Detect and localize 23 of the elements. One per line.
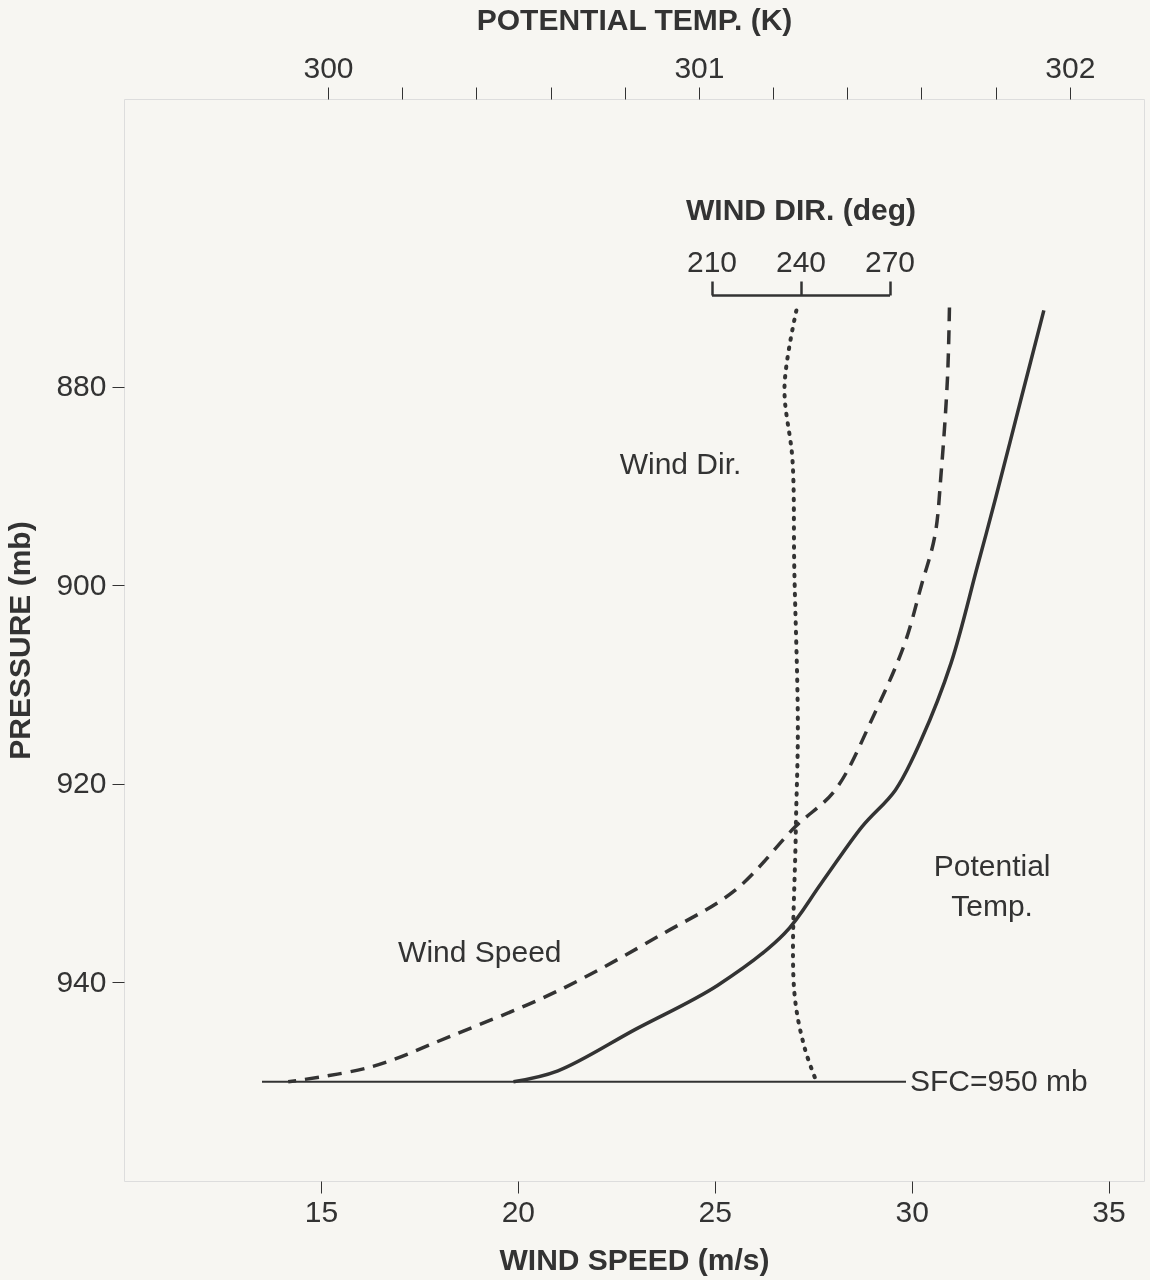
x-axis-title: WIND DIR. (deg) xyxy=(686,192,916,226)
x2-axis-title: POTENTIAL TEMP. (K) xyxy=(476,2,793,36)
series-label: Wind Dir. xyxy=(619,447,742,481)
y-axis-title: PRESSURE (mb) xyxy=(3,521,37,760)
y-tick-label: 940 xyxy=(56,964,107,998)
x2-tick-label: 300 xyxy=(303,50,354,84)
series-label: Wind Speed xyxy=(398,935,562,969)
x-tick-label: 15 xyxy=(304,1194,339,1228)
x-tick-label: 35 xyxy=(1092,1194,1126,1228)
x-tick-label: 25 xyxy=(698,1194,732,1228)
x-axis-title: WIND SPEED (m/s) xyxy=(499,1242,770,1276)
x-tick-label: 20 xyxy=(501,1194,536,1228)
x2-tick-label: 301 xyxy=(674,50,725,84)
x-tick-label: 30 xyxy=(895,1194,929,1228)
x-tick-label: 270 xyxy=(864,244,916,278)
ref-line-label: SFC=950 mb xyxy=(910,1063,1088,1097)
text: Potential Temp. xyxy=(933,848,1051,922)
y-tick-label: 920 xyxy=(56,766,107,800)
y-tick-label: 900 xyxy=(56,567,107,601)
x-tick-label: 210 xyxy=(686,244,738,278)
y-tick-label: 880 xyxy=(56,369,107,403)
x2-tick-label: 302 xyxy=(1045,50,1096,84)
x-tick-label: 240 xyxy=(775,244,827,278)
